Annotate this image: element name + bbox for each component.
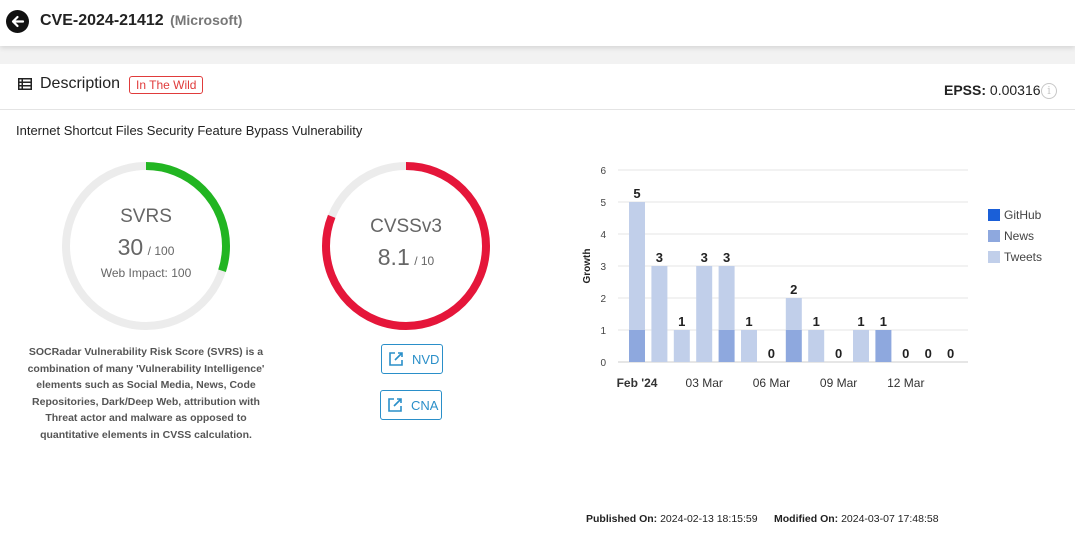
modified-value: 2024-03-07 17:48:58 (841, 513, 939, 525)
bar-tweets (718, 266, 735, 330)
svrs-label: SVRS (120, 206, 172, 227)
page-header: CVE-2024-21412 (Microsoft) (0, 0, 1075, 46)
svrs-max: / 100 (147, 244, 175, 258)
svrs-score-line: 30 / 100 (56, 234, 236, 261)
y-tick-label: 1 (600, 326, 606, 337)
data-label: 0 (902, 346, 909, 361)
cvss-gauge: CVSSv3 8.1 / 10 (316, 156, 496, 336)
cna-label: CNA (411, 397, 439, 413)
modified-label: Modified On: (774, 513, 839, 525)
data-label: 3 (656, 250, 663, 265)
bar-tweets (853, 330, 869, 362)
x-tick-label: Feb '24 (617, 376, 658, 390)
data-label: 0 (835, 346, 842, 361)
legend-swatch (988, 208, 1000, 221)
legend-swatch (988, 250, 1000, 263)
y-tick-label: 6 (600, 166, 606, 177)
bar-tweets (785, 298, 802, 330)
bar-news (875, 330, 892, 362)
back-arrow-icon[interactable] (6, 10, 29, 33)
svrs-description: SOCRadar Vulnerability Risk Score (SVRS)… (27, 346, 265, 441)
vulnerability-title: Internet Shortcut Files Security Feature… (16, 123, 363, 138)
external-link-icon (389, 352, 403, 366)
legend-item[interactable]: GitHub (988, 204, 1042, 225)
legend-swatch (988, 229, 1000, 242)
epss-score: EPSS: 0.00316 (944, 82, 1041, 98)
description-header: Description In The Wild EPSS: 0.00316 i (0, 64, 1075, 110)
epss-value: 0.00316 (989, 82, 1041, 98)
legend-item[interactable]: Tweets (988, 246, 1042, 267)
cvss-score: 8.1 (377, 244, 410, 270)
bar-tweets (651, 266, 668, 362)
legend-label: Tweets (1004, 249, 1043, 264)
y-tick-label: 4 (600, 230, 606, 241)
bar-tweets (808, 330, 825, 362)
data-label: 1 (678, 314, 685, 329)
bar-tweets (673, 330, 690, 362)
epss-label: EPSS: (944, 82, 987, 98)
modified-on: Modified On: 2024-03-07 17:48:58 (774, 513, 939, 525)
external-link-icon (388, 398, 402, 412)
cna-link-button[interactable]: CNA (380, 390, 442, 420)
y-axis-label: Growth (582, 249, 593, 284)
data-label: 0 (925, 346, 932, 361)
data-label: 5 (633, 186, 640, 201)
x-tick-label: 03 Mar (686, 376, 723, 390)
legend-item[interactable]: News (988, 225, 1042, 246)
list-icon (18, 78, 32, 90)
svrs-gauge: SVRS 30 / 100 Web Impact: 100 (56, 156, 236, 336)
published-label: Published On: (586, 513, 658, 525)
data-label: 1 (880, 314, 887, 329)
vendor-name: (Microsoft) (170, 12, 243, 28)
data-label: 3 (723, 250, 730, 265)
svrs-score: 30 (117, 234, 144, 260)
description-card: Description In The Wild EPSS: 0.00316 i … (0, 64, 1075, 534)
x-tick-label: 09 Mar (820, 376, 857, 390)
info-icon[interactable]: i (1041, 83, 1057, 99)
y-tick-label: 5 (600, 198, 606, 209)
svrs-arc (62, 162, 230, 330)
bar-news (718, 330, 735, 362)
data-label: 2 (790, 282, 797, 297)
page-title: CVE-2024-21412 (Microsoft) (40, 12, 242, 30)
data-label: 0 (768, 346, 775, 361)
bar-tweets (696, 266, 713, 362)
y-tick-label: 2 (600, 294, 606, 305)
y-tick-label: 3 (600, 262, 606, 273)
legend-label: GitHub (1004, 207, 1042, 222)
published-value: 2024-02-13 18:15:59 (660, 513, 758, 525)
cve-id: CVE-2024-21412 (40, 12, 164, 29)
bar-news (629, 330, 645, 362)
x-tick-label: 06 Mar (753, 376, 790, 390)
data-label: 1 (857, 314, 864, 329)
published-on: Published On: 2024-02-13 18:15:59 (586, 513, 758, 525)
chart-legend: GitHub News Tweets (988, 204, 1042, 267)
data-label: 3 (701, 250, 708, 265)
bar-tweets (741, 330, 757, 362)
nvd-label: NVD (412, 351, 440, 367)
cvss-label: CVSSv3 (370, 216, 442, 237)
cvss-max: / 10 (414, 254, 435, 268)
data-label: 1 (813, 314, 820, 329)
nvd-link-button[interactable]: NVD (381, 344, 443, 374)
cvss-score-line: 8.1 / 10 (316, 244, 496, 271)
bar-tweets (629, 202, 645, 330)
in-the-wild-badge: In The Wild (129, 76, 204, 94)
data-label: 0 (947, 346, 954, 361)
y-tick-label: 0 (600, 358, 606, 369)
bar-news (785, 330, 802, 362)
data-label: 1 (745, 314, 752, 329)
x-tick-label: 12 Mar (887, 376, 924, 390)
description-label: Description (40, 75, 121, 92)
legend-label: News (1004, 228, 1035, 243)
svrs-web-impact: Web Impact: 100 (100, 266, 192, 280)
cvss-arc (322, 162, 490, 330)
